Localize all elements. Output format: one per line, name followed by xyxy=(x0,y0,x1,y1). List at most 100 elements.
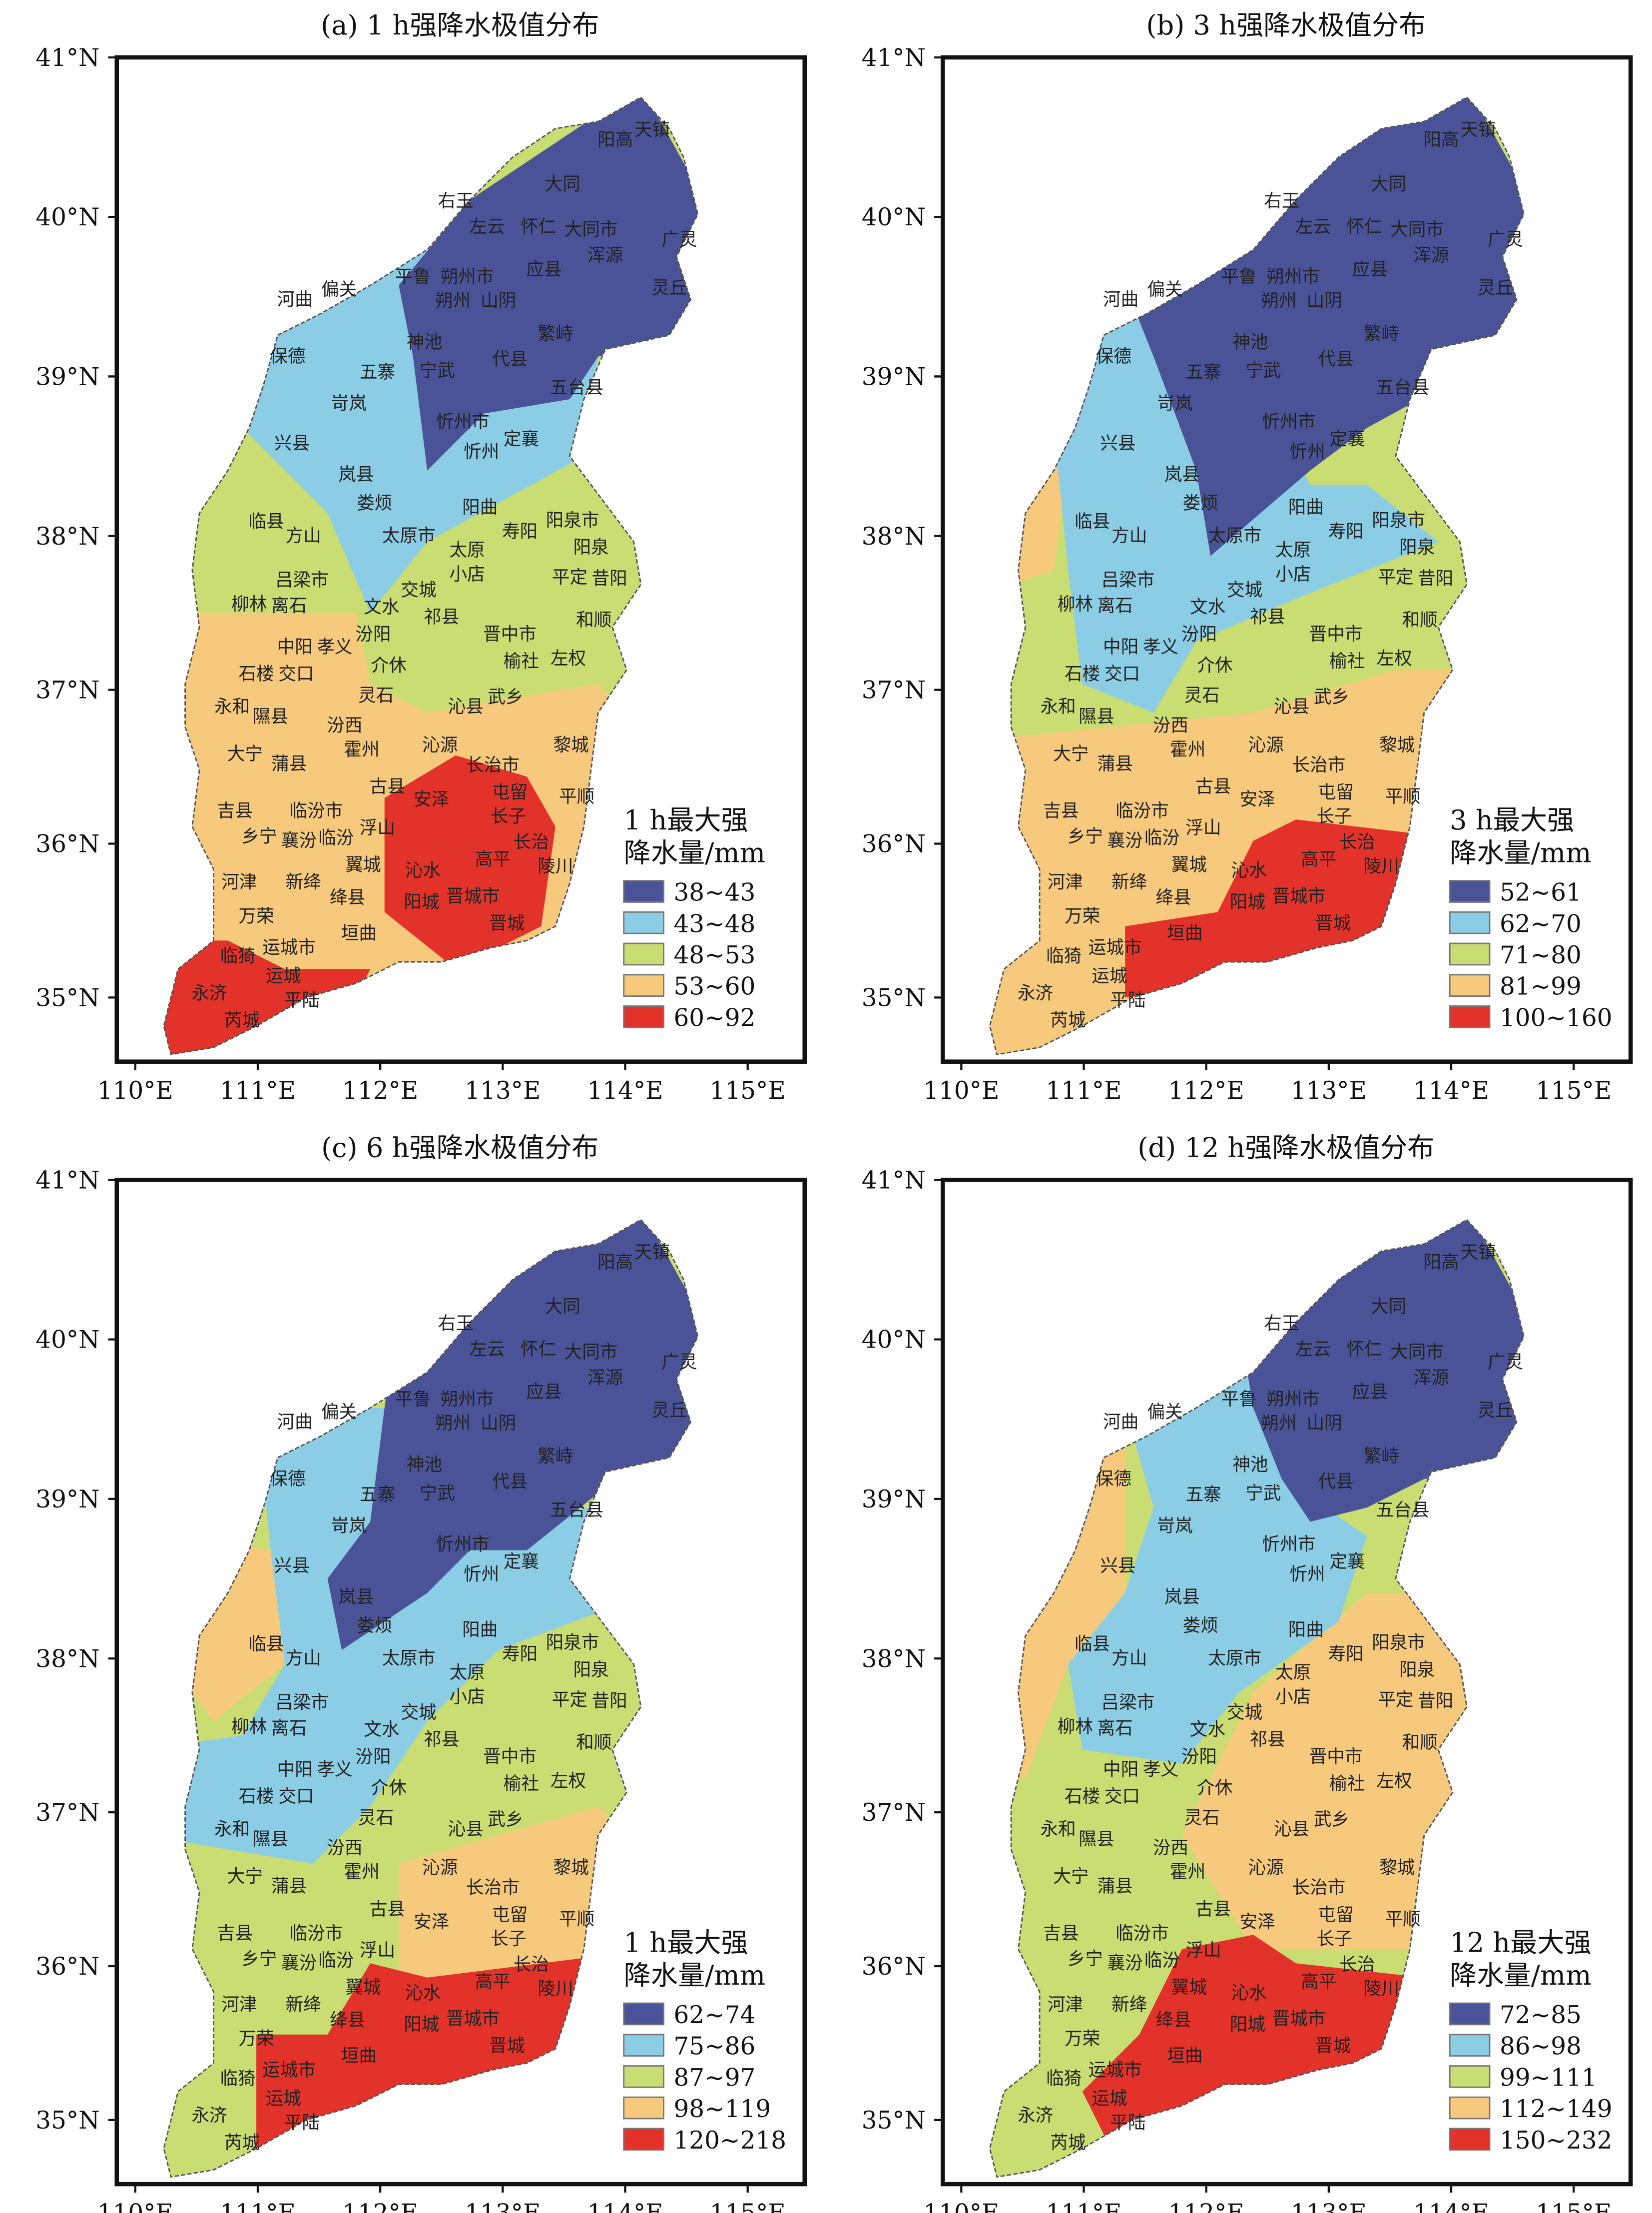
county-label: 娄烦 xyxy=(357,1615,392,1636)
lon-tick-label: 112°E xyxy=(1168,2199,1244,2213)
county-label: 阳城 xyxy=(1230,892,1265,912)
county-label: 怀仁 xyxy=(1347,216,1382,237)
county-label: 大宁 xyxy=(227,1866,263,1887)
legend-label: 86~98 xyxy=(1500,2033,1582,2061)
county-label: 霍州 xyxy=(1170,1862,1205,1882)
county-label: 阳泉市 xyxy=(546,510,599,531)
county-label: 沁水 xyxy=(405,1983,441,2004)
county-label: 忻州市 xyxy=(436,412,490,432)
county-label: 河曲 xyxy=(1103,289,1138,310)
county-label: 定襄 xyxy=(504,1551,539,1572)
county-label: 榆社 xyxy=(1329,1773,1365,1794)
county-label: 寿阳 xyxy=(1328,522,1363,542)
county-label: 临县 xyxy=(1075,1634,1110,1654)
county-label: 岢岚 xyxy=(1157,1515,1192,1536)
county-label: 太原 xyxy=(449,1662,485,1683)
county-label: 安泽 xyxy=(414,1912,449,1932)
county-label: 怀仁 xyxy=(1347,1339,1382,1360)
map-frame xyxy=(940,1178,1633,2187)
lon-tick-label: 110°E xyxy=(923,1077,999,1105)
county-label: 岢岚 xyxy=(1157,393,1192,414)
county-label: 平定 xyxy=(1378,567,1413,588)
county-label: 五台县 xyxy=(550,1500,603,1520)
county-label: 武乡 xyxy=(488,1809,523,1830)
county-label: 新绛 xyxy=(1111,1994,1147,2015)
province-boundary xyxy=(989,1219,1525,2178)
county-label: 永和 xyxy=(214,1819,250,1840)
map-frame xyxy=(114,55,807,1064)
county-label: 陵川 xyxy=(538,1979,573,1999)
county-label: 绛县 xyxy=(330,887,365,908)
province-boundary xyxy=(163,1219,699,2178)
zone-class-4 xyxy=(1182,1593,1496,1949)
legend-swatch xyxy=(1449,2096,1491,2120)
county-label: 安泽 xyxy=(414,789,449,810)
county-label: 平鲁 xyxy=(1221,266,1257,287)
county-label: 兴县 xyxy=(274,433,310,454)
county-label: 平陆 xyxy=(1110,990,1145,1011)
county-label: 永济 xyxy=(191,2106,227,2126)
county-label: 灵丘 xyxy=(1478,1401,1513,1421)
county-label: 平定 xyxy=(1378,1689,1413,1710)
panel-title: (a) 1 h强降水极值分布 xyxy=(321,9,599,41)
zone-class-5 xyxy=(163,940,371,1055)
county-label: 浑源 xyxy=(587,1368,623,1388)
county-label: 寿阳 xyxy=(502,1644,538,1664)
county-label: 垣曲 xyxy=(341,2046,377,2066)
county-label: 平顺 xyxy=(559,786,594,807)
lon-tick-label: 113°E xyxy=(1291,1077,1367,1105)
county-label: 榆社 xyxy=(504,1773,539,1794)
county-label: 平陆 xyxy=(1110,2113,1145,2133)
lat-tick-label: 37°N xyxy=(862,1799,926,1827)
county-label: 黎城 xyxy=(1379,735,1415,755)
county-label: 临汾市 xyxy=(1115,1923,1169,1944)
county-label: 偏关 xyxy=(321,279,357,300)
county-label: 灵石 xyxy=(1184,685,1220,706)
county-label: 阳泉市 xyxy=(1372,510,1425,531)
county-label: 高平 xyxy=(475,1972,511,1992)
county-label: 岢岚 xyxy=(331,393,367,414)
county-label: 岚县 xyxy=(338,1587,374,1607)
lat-tick-label: 35°N xyxy=(862,2107,926,2135)
lat-tick-label: 40°N xyxy=(862,203,926,231)
county-label: 繁峙 xyxy=(538,1446,573,1467)
county-label: 右玉 xyxy=(1264,1314,1299,1334)
county-label: 霍州 xyxy=(344,739,379,760)
county-label: 运城 xyxy=(1092,966,1127,986)
lon-tick-label: 113°E xyxy=(465,1077,541,1105)
county-label: 山阴 xyxy=(481,1413,516,1434)
county-label: 河曲 xyxy=(1103,1412,1138,1432)
legend-label: 60~92 xyxy=(673,1004,755,1032)
county-label: 石楼 xyxy=(1065,664,1100,685)
legend-swatch xyxy=(1449,880,1491,903)
county-label: 翼城 xyxy=(1171,855,1207,875)
county-label: 小店 xyxy=(449,1687,485,1707)
county-label: 忻州市 xyxy=(1262,1534,1316,1555)
county-label: 灵石 xyxy=(1184,1808,1220,1828)
legend-swatch xyxy=(623,942,664,966)
county-label: 新绛 xyxy=(1111,872,1147,892)
legend-label: 150~232 xyxy=(1500,2127,1613,2155)
county-label: 方山 xyxy=(1111,526,1147,546)
county-label: 榆社 xyxy=(1329,651,1365,672)
legend-swatch xyxy=(1449,2002,1491,2026)
county-label: 阳城 xyxy=(1230,2014,1265,2035)
county-label: 文水 xyxy=(1190,597,1225,618)
lat-tick-label: 38°N xyxy=(862,523,926,551)
legend-title-line1: 1 h最大强 xyxy=(624,1927,748,1958)
county-label: 运城市 xyxy=(1089,937,1142,958)
county-label: 屯留 xyxy=(492,1905,528,1925)
lat-tick-label: 35°N xyxy=(35,2107,99,2135)
county-label: 临汾 xyxy=(318,828,354,848)
county-label: 吉县 xyxy=(1043,1923,1079,1944)
county-label: 介休 xyxy=(371,656,407,676)
county-label: 天镇 xyxy=(634,1242,670,1263)
county-label: 平陆 xyxy=(284,2113,320,2133)
county-label: 沁源 xyxy=(1248,1858,1284,1878)
legend-swatch xyxy=(1449,2034,1491,2057)
county-label: 五寨 xyxy=(1185,362,1221,382)
county-label: 运城 xyxy=(266,2089,301,2109)
